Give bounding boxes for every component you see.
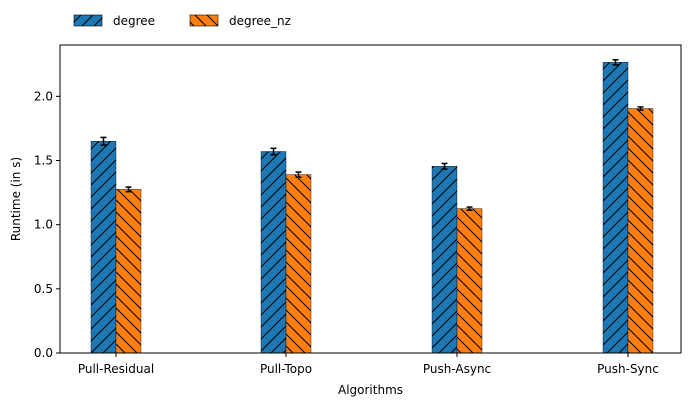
bar-hatch-degree-nz-push-async xyxy=(457,209,482,353)
y-tick-label: 1.0 xyxy=(34,218,53,232)
bars-layer xyxy=(91,62,653,353)
bar-hatch-degree-nz-pull-topo xyxy=(286,175,311,353)
x-tick-label-push-sync: Push-Sync xyxy=(597,362,659,376)
y-tick-label: 2.0 xyxy=(34,89,53,103)
legend-label-degree-nz: degree_nz xyxy=(229,14,291,28)
y-tick-label: 0.5 xyxy=(34,282,53,296)
plot-frame xyxy=(60,45,681,353)
legend-label-degree: degree xyxy=(113,14,155,28)
legend-hatch-degree-nz xyxy=(190,15,218,26)
error-bars-layer xyxy=(101,60,644,210)
legend: degree degree_nz xyxy=(74,14,291,28)
x-tick-label-pull-topo: Pull-Topo xyxy=(260,362,312,376)
x-axis-ticks: Pull-Residual Pull-Topo Push-Async Push-Syn… xyxy=(78,353,659,376)
x-tick-label-push-async: Push-Async xyxy=(423,362,491,376)
bar-hatch-degree-push-sync xyxy=(603,62,628,353)
bar-hatch-degree-nz-pull-residual xyxy=(116,189,141,353)
bar-hatch-degree-pull-topo xyxy=(261,152,286,353)
y-axis-label: Runtime (in s) xyxy=(9,157,23,241)
bar-hatch-degree-push-async xyxy=(432,166,457,353)
y-tick-label: 0.0 xyxy=(34,346,53,360)
x-tick-label-pull-residual: Pull-Residual xyxy=(78,362,154,376)
bar-hatch-degree-nz-push-sync xyxy=(628,109,653,353)
legend-hatch-degree xyxy=(74,15,102,26)
x-axis-label: Algorithms xyxy=(338,383,403,397)
bar-hatch-degree-pull-residual xyxy=(91,141,116,353)
y-tick-label: 1.5 xyxy=(34,154,53,168)
y-axis-ticks: 0.0 0.5 1.0 1.5 2.0 xyxy=(34,89,60,360)
